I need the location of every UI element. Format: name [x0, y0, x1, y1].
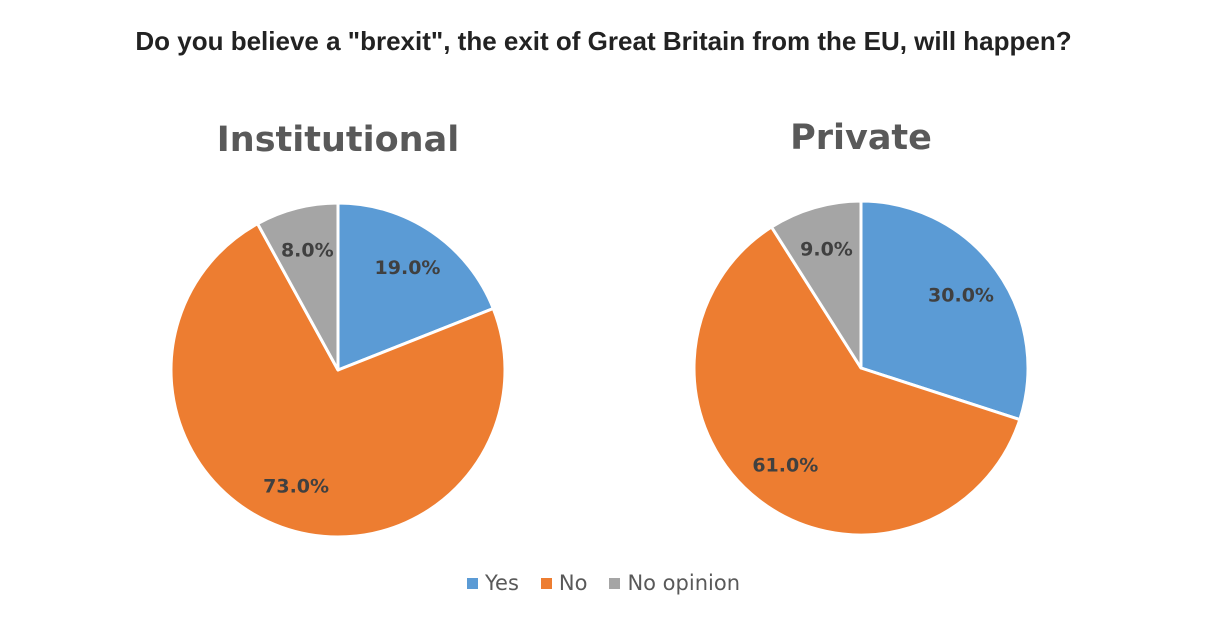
pie-slice-private-no	[692, 225, 1022, 537]
legend-label-yes: Yes	[484, 571, 519, 595]
pie-slice-private-yes	[859, 199, 1030, 422]
data-label-private-no-opinion: 9.0%	[800, 238, 853, 260]
data-label-private-no: 61.0%	[752, 455, 818, 477]
legend-item-no: No	[540, 571, 588, 595]
data-label-institutional-no-opinion: 8.0%	[281, 239, 334, 261]
pie-slice-private-no-opinion	[770, 199, 863, 370]
data-label-private-yes: 30.0%	[928, 284, 994, 306]
legend-item-yes: Yes	[466, 571, 519, 595]
data-label-institutional-yes: 19.0%	[375, 257, 441, 279]
legend-label-no-opinion: No opinion	[627, 571, 740, 595]
legend-swatch-no-opinion	[609, 577, 621, 589]
pie-slice-institutional-no-opinion	[256, 201, 340, 372]
pie-slice-institutional-yes	[336, 201, 495, 372]
chart-title-private: Private	[790, 118, 932, 158]
legend-label-no: No	[558, 571, 588, 595]
data-label-institutional-no: 73.0%	[263, 475, 329, 497]
chart-title-institutional: Institutional	[216, 120, 460, 160]
legend: Yes No No opinion	[0, 571, 1207, 595]
main-title: Do you believe a "brexit", the exit of G…	[135, 26, 1072, 56]
pie-slice-institutional-no	[169, 222, 507, 539]
legend-swatch-yes	[466, 577, 478, 589]
legend-item-no-opinion: No opinion	[609, 571, 740, 595]
legend-swatch-no	[540, 577, 552, 589]
